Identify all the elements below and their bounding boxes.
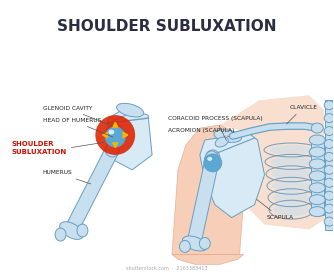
Ellipse shape [182,236,207,251]
Text: CORACOID PROCESS (SCAPULA): CORACOID PROCESS (SCAPULA) [168,116,263,141]
Text: HUMERUS: HUMERUS [43,170,91,184]
Ellipse shape [309,135,325,145]
Ellipse shape [309,183,325,193]
Ellipse shape [324,127,334,136]
Ellipse shape [270,145,313,155]
Polygon shape [220,95,324,230]
Ellipse shape [273,192,310,204]
Text: SHOULDER SUBLUXATION: SHOULDER SUBLUXATION [57,18,277,34]
Polygon shape [200,130,265,218]
Ellipse shape [106,124,124,146]
Ellipse shape [214,130,241,142]
Ellipse shape [309,147,325,157]
Circle shape [96,115,135,155]
Ellipse shape [199,237,210,249]
Ellipse shape [108,130,114,134]
Text: CLAVICLE: CLAVICLE [286,105,317,124]
Ellipse shape [324,152,334,161]
Polygon shape [172,255,243,264]
Polygon shape [311,138,324,215]
Ellipse shape [324,217,334,226]
Ellipse shape [117,103,144,117]
Ellipse shape [324,114,334,123]
Polygon shape [105,108,152,170]
Ellipse shape [270,157,313,167]
Text: SHOULDER
SUBLUXATION: SHOULDER SUBLUXATION [12,141,67,155]
Ellipse shape [105,143,119,157]
Ellipse shape [207,157,212,161]
Ellipse shape [60,222,83,239]
Text: ACROMION (SCAPULA): ACROMION (SCAPULA) [168,128,234,136]
Ellipse shape [324,178,334,187]
Text: shutterstock.com  ·  2163383413: shutterstock.com · 2163383413 [126,266,208,271]
Polygon shape [64,147,119,235]
Ellipse shape [309,207,325,217]
Ellipse shape [324,204,334,213]
Ellipse shape [324,139,334,148]
Polygon shape [325,100,333,230]
Ellipse shape [205,151,219,169]
Text: GLENOID CAVITY: GLENOID CAVITY [43,106,113,126]
Ellipse shape [324,101,334,110]
Ellipse shape [55,228,66,241]
Ellipse shape [204,154,222,172]
Ellipse shape [179,241,190,253]
Ellipse shape [309,171,325,181]
Ellipse shape [324,165,334,174]
Ellipse shape [309,159,325,169]
Ellipse shape [215,137,228,147]
Ellipse shape [311,123,323,133]
Ellipse shape [324,191,334,200]
Ellipse shape [272,180,311,192]
Ellipse shape [271,168,312,179]
Ellipse shape [274,203,309,216]
Text: SCAPULA: SCAPULA [257,199,294,220]
Text: HEAD OF HUMERUS: HEAD OF HUMERUS [43,118,113,137]
Ellipse shape [77,224,88,237]
Polygon shape [172,125,243,255]
Polygon shape [187,155,219,245]
Ellipse shape [309,195,325,205]
Ellipse shape [105,127,125,147]
Ellipse shape [206,150,220,164]
